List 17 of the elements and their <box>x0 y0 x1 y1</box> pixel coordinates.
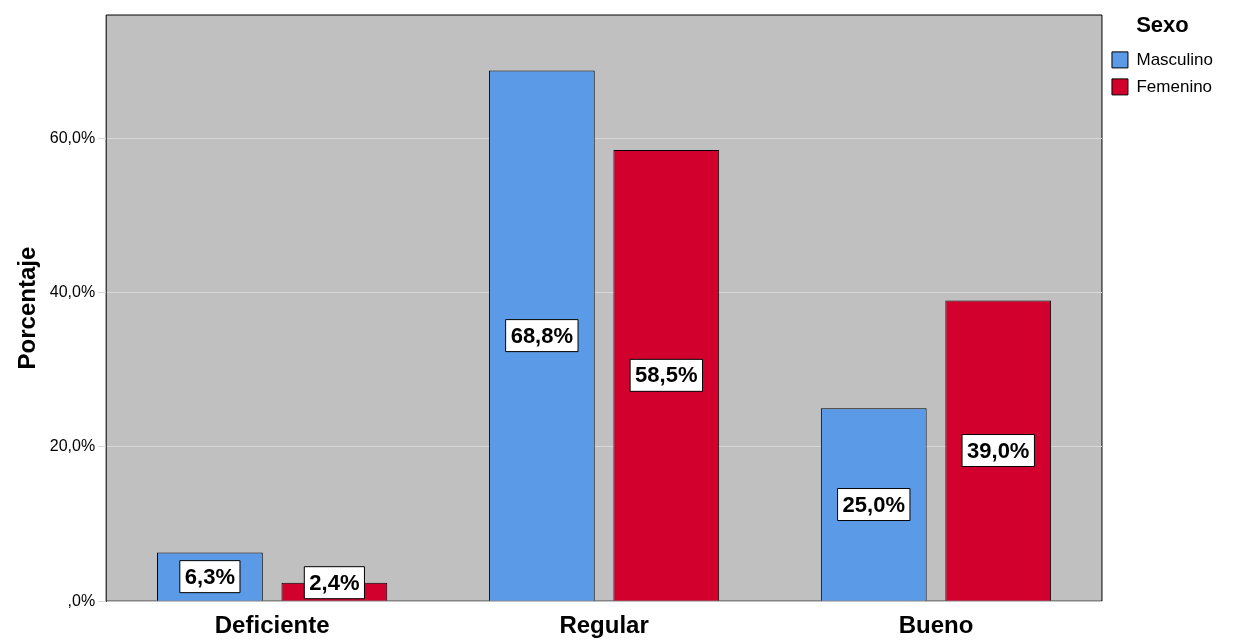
data-label: 39,0% <box>967 437 1030 463</box>
y-tick-label: 40,0% <box>49 283 96 301</box>
legend-label: Femenino <box>1136 76 1213 96</box>
data-label: 58,5% <box>635 362 698 388</box>
legend-title: Sexo <box>1136 12 1189 38</box>
data-label: 25,0% <box>842 491 905 517</box>
data-label: 68,8% <box>510 322 574 348</box>
x-tick-label: Deficiente <box>214 611 330 639</box>
data-label: 6,3% <box>184 563 235 589</box>
legend-label: Masculino <box>1136 49 1214 69</box>
data-label: 2,4% <box>309 569 360 595</box>
x-tick-label: Bueno <box>898 611 974 639</box>
y-tick-label: 60,0% <box>49 128 96 146</box>
x-tick-label: Regular <box>559 611 649 639</box>
y-axis-title: Porcentaje <box>13 246 41 370</box>
y-tick-label: ,0% <box>67 591 96 609</box>
y-tick-label: 20,0% <box>49 437 96 455</box>
